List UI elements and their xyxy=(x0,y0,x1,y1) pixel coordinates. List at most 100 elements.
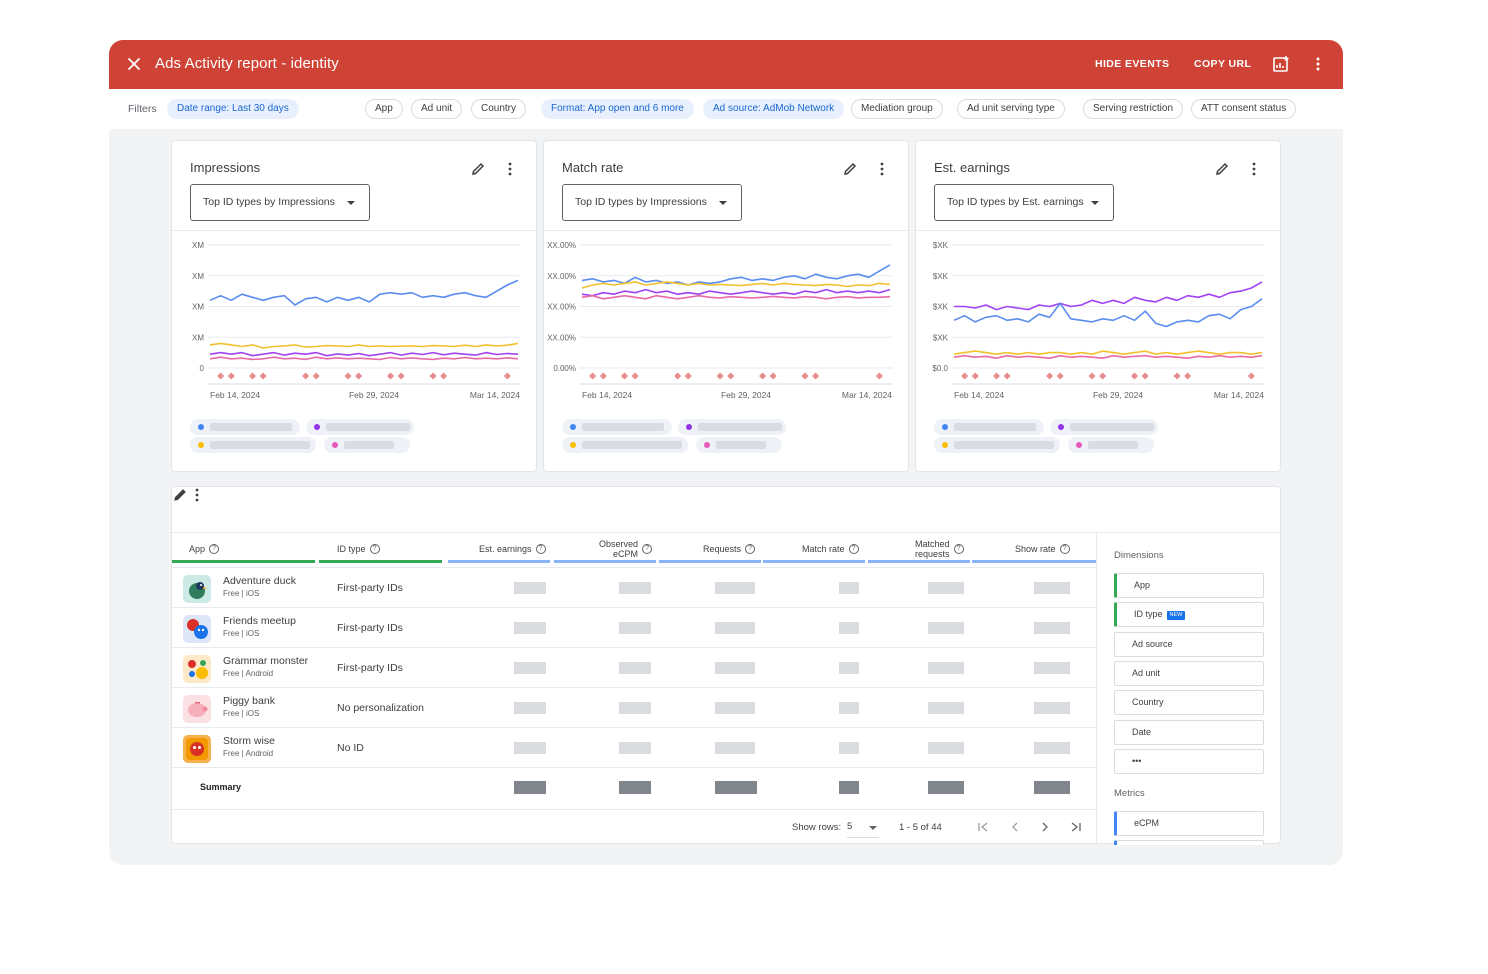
event-marker[interactable] xyxy=(1173,372,1181,380)
next-page-icon[interactable] xyxy=(1038,820,1052,834)
add-chart-icon[interactable] xyxy=(1272,55,1290,73)
series-line[interactable] xyxy=(209,351,519,357)
event-marker[interactable] xyxy=(1046,372,1054,380)
event-marker[interactable] xyxy=(727,372,735,380)
event-marker[interactable] xyxy=(875,372,883,380)
rows-per-page-select[interactable]: 5 xyxy=(847,816,879,838)
series-line[interactable] xyxy=(581,281,891,289)
legend-item[interactable] xyxy=(324,437,410,453)
edit-icon[interactable] xyxy=(470,161,486,177)
more-vert-icon[interactable] xyxy=(1249,161,1259,177)
event-marker[interactable] xyxy=(812,372,820,380)
event-marker[interactable] xyxy=(312,372,320,380)
column-header[interactable]: Match rate? xyxy=(802,535,859,563)
table-row[interactable]: Piggy bank Free | iOS No personalization xyxy=(172,687,1096,727)
table-row[interactable]: Grammar monster Free | Android First-party… xyxy=(172,647,1096,687)
column-header[interactable]: App? xyxy=(189,535,220,563)
legend-item[interactable] xyxy=(1050,419,1158,435)
series-line[interactable] xyxy=(953,298,1263,328)
dimension-item[interactable]: App xyxy=(1114,573,1264,598)
filter-chip[interactable]: Ad unit xyxy=(411,99,463,119)
legend-item[interactable] xyxy=(934,419,1044,435)
event-marker[interactable] xyxy=(217,372,225,380)
event-marker[interactable] xyxy=(302,372,310,380)
first-page-icon[interactable] xyxy=(976,820,990,834)
legend-item[interactable] xyxy=(678,419,786,435)
filter-chip[interactable]: Date range: Last 30 days xyxy=(167,99,299,119)
event-marker[interactable] xyxy=(684,372,692,380)
help-icon[interactable]: ? xyxy=(745,544,756,554)
series-line[interactable] xyxy=(581,264,891,286)
prev-page-icon[interactable] xyxy=(1008,820,1022,834)
series-line[interactable] xyxy=(209,356,519,361)
more-vert-icon[interactable] xyxy=(192,487,202,503)
help-icon[interactable]: ? xyxy=(848,544,859,554)
event-marker[interactable] xyxy=(248,372,256,380)
dimension-item[interactable]: ••• xyxy=(1114,748,1264,774)
event-marker[interactable] xyxy=(1088,372,1096,380)
event-marker[interactable] xyxy=(1141,372,1149,380)
series-line[interactable] xyxy=(209,279,519,306)
more-vert-icon[interactable] xyxy=(877,161,887,177)
column-header[interactable]: Requests? xyxy=(703,535,756,563)
event-marker[interactable] xyxy=(589,372,597,380)
series-line[interactable] xyxy=(954,281,1263,311)
help-icon[interactable]: ? xyxy=(535,544,546,554)
column-header[interactable]: Est. earnings? xyxy=(479,535,546,563)
dimension-item[interactable]: Date xyxy=(1114,719,1264,745)
event-marker[interactable] xyxy=(1131,372,1139,380)
top-id-types-dropdown[interactable]: Top ID types by Impressions xyxy=(190,184,370,221)
help-icon[interactable]: ? xyxy=(953,544,964,554)
filter-chip[interactable]: App xyxy=(365,99,403,119)
dimension-item[interactable]: Ad source xyxy=(1114,631,1264,657)
hide-events-button[interactable]: HIDE EVENTS xyxy=(1095,58,1170,70)
event-marker[interactable] xyxy=(759,372,767,380)
legend-item[interactable] xyxy=(934,437,1060,453)
column-header[interactable]: Show rate? xyxy=(1015,535,1070,563)
event-marker[interactable] xyxy=(1056,372,1064,380)
table-row[interactable]: Adventure duck Free | iOS First-party IDs xyxy=(172,567,1096,607)
legend-item[interactable] xyxy=(190,437,316,453)
table-row[interactable]: Friends meetup Free | iOS First-party IDs xyxy=(172,607,1096,647)
edit-icon[interactable] xyxy=(1214,161,1230,177)
legend-item[interactable] xyxy=(562,419,672,435)
event-marker[interactable] xyxy=(716,372,724,380)
filter-chip[interactable]: Ad source: AdMob Network xyxy=(703,99,845,119)
event-marker[interactable] xyxy=(620,372,628,380)
dimension-item[interactable]: ID type NEW xyxy=(1114,602,1264,628)
event-marker[interactable] xyxy=(259,372,267,380)
more-vert-icon[interactable] xyxy=(1311,55,1325,73)
event-marker[interactable] xyxy=(674,372,682,380)
event-marker[interactable] xyxy=(992,372,1000,380)
series-line[interactable] xyxy=(581,288,891,297)
filter-chip[interactable]: Ad unit serving type xyxy=(957,99,1065,119)
event-marker[interactable] xyxy=(397,372,405,380)
column-header[interactable]: ID type? xyxy=(337,535,380,563)
event-marker[interactable] xyxy=(503,372,511,380)
event-marker[interactable] xyxy=(355,372,363,380)
edit-icon[interactable] xyxy=(172,487,188,503)
event-marker[interactable] xyxy=(801,372,809,380)
legend-item[interactable] xyxy=(696,437,782,453)
dimension-item[interactable]: Country xyxy=(1114,690,1264,716)
filter-chip[interactable]: Format: App open and 6 more xyxy=(541,99,694,119)
legend-item[interactable] xyxy=(190,419,300,435)
more-vert-icon[interactable] xyxy=(505,161,515,177)
close-icon[interactable] xyxy=(123,53,145,75)
filter-chip[interactable]: Country xyxy=(471,99,527,119)
event-marker[interactable] xyxy=(1099,372,1107,380)
legend-item[interactable] xyxy=(562,437,688,453)
top-id-types-dropdown[interactable]: Top ID types by Est. earnings xyxy=(934,184,1114,221)
series-line[interactable] xyxy=(581,294,891,300)
dimension-item[interactable]: Ad unit xyxy=(1114,660,1264,686)
column-header[interactable]: Observed eCPM? xyxy=(599,535,653,563)
help-icon[interactable]: ? xyxy=(209,544,220,554)
series-line[interactable] xyxy=(953,350,1263,355)
series-line[interactable] xyxy=(953,354,1263,359)
event-marker[interactable] xyxy=(227,372,235,380)
event-marker[interactable] xyxy=(429,372,437,380)
filter-chip[interactable]: ATT consent status xyxy=(1191,99,1297,119)
table-row[interactable]: Storm wise Free | Android No ID xyxy=(172,727,1096,767)
event-marker[interactable] xyxy=(599,372,607,380)
event-marker[interactable] xyxy=(1003,372,1011,380)
